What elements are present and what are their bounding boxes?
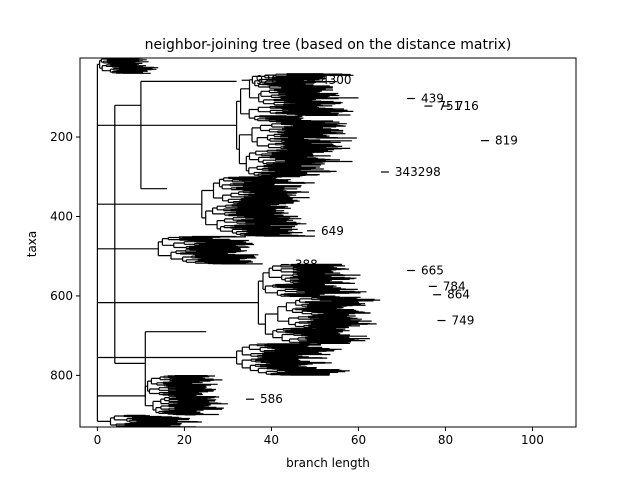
y-tick-label: 600 [50, 289, 73, 303]
x-tick-label: 80 [438, 433, 453, 447]
leaf-label: 749 [451, 314, 474, 328]
x-tick-label: 60 [351, 433, 366, 447]
x-tick-label: 0 [94, 433, 102, 447]
leaf-label: 586 [260, 392, 283, 406]
leaf-label: 649 [321, 224, 344, 238]
x-axis-label: branch length [286, 456, 370, 470]
x-tick-label: 100 [521, 433, 544, 447]
y-tick-label: 400 [50, 209, 73, 223]
leaf-label: 388 [295, 258, 318, 272]
tree-branches [96, 57, 381, 428]
leaf-label: 751 [438, 99, 461, 113]
leaf-label: 665 [421, 264, 444, 278]
leaf-label: 439 [421, 92, 444, 106]
leaf-label: 4300 [321, 73, 352, 87]
y-axis-label: taxa [25, 231, 39, 258]
branch-group [258, 268, 381, 335]
branch-group [96, 57, 359, 422]
branch-group [97, 216, 346, 325]
branch-group [97, 80, 237, 428]
leaf-label: 864 [447, 288, 470, 302]
chart-title: neighbor-joining tree (based on the dist… [145, 37, 512, 53]
leaf-label: 784 [443, 279, 466, 293]
y-tick-label: 200 [50, 130, 73, 144]
branch-group [236, 109, 357, 171]
x-tick-label: 40 [264, 433, 279, 447]
leaf-label: 343298 [395, 165, 441, 179]
leaf-label: 819 [495, 134, 518, 148]
leaf-label: 716 [456, 99, 479, 113]
plot-frame [79, 57, 577, 428]
x-tick-label: 20 [177, 433, 192, 447]
y-tick-label: 800 [50, 368, 73, 382]
branch-group [97, 162, 337, 225]
axes: 0 20 40 60 80 100 200 400 600 800 [50, 57, 577, 447]
leaf-label: 920 [256, 73, 279, 87]
branch-group [97, 322, 377, 406]
